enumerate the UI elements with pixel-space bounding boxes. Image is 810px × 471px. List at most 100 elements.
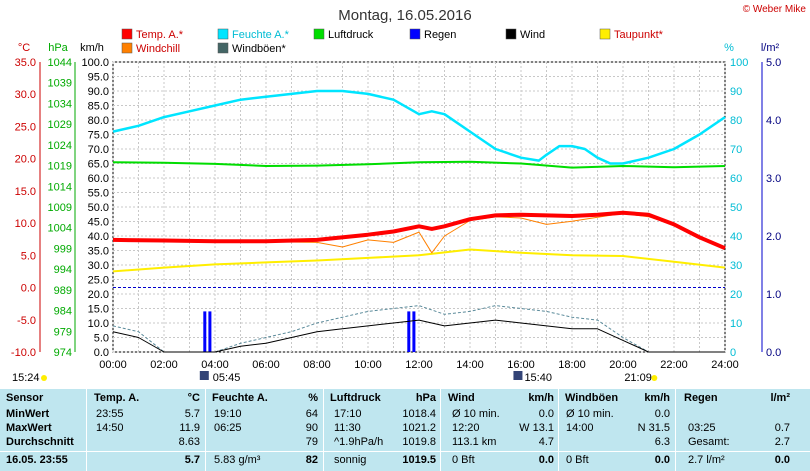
series-line-temp-a-: [112, 210, 726, 251]
wind-tick: 50.0: [88, 202, 109, 214]
wind-tick: 75.0: [88, 130, 109, 142]
pressure-tick: 1009: [48, 202, 72, 214]
legend-label: Wind: [520, 29, 545, 41]
temp-tick: 0.0: [21, 283, 36, 295]
x-tick-label: 04:00: [201, 359, 229, 371]
pressure-tick: 979: [54, 326, 72, 338]
temp-value: 8.63: [178, 436, 200, 448]
wind-tick: 30.0: [88, 260, 109, 272]
table-divider: [205, 389, 206, 471]
mid-icon: [513, 371, 523, 380]
wind-tick: 60.0: [88, 173, 109, 185]
rain-value: 0.7: [774, 422, 790, 434]
rain-bar: [208, 311, 212, 352]
header-rain-unit: l/m²: [770, 392, 790, 404]
x-tick-label: 16:00: [507, 359, 535, 371]
temp-tick: 10.0: [15, 218, 36, 230]
pressure-value: 1019.8: [402, 436, 436, 448]
header-gust: Windböen: [565, 392, 619, 404]
pressure-tick: 999: [54, 243, 72, 255]
wind-tick: 10.0: [88, 318, 109, 330]
temp-tick: 30.0: [15, 89, 36, 101]
pressure-time: 11:30: [334, 422, 361, 434]
pressure-time: 17:10: [334, 408, 362, 420]
wind-tick: 35.0: [88, 246, 109, 258]
rain-info: 03:25: [688, 422, 716, 434]
wind-value: 0.0: [538, 408, 554, 420]
humidity-tick: 80: [730, 115, 742, 127]
humidity-value: 82: [305, 454, 318, 466]
humidity-value: 90: [305, 422, 318, 434]
wind-tick: 20.0: [88, 289, 109, 301]
temp-time: 23:55: [96, 408, 124, 420]
legend-swatch: [121, 28, 133, 40]
humidity-unit-label: %: [724, 42, 734, 54]
legend-swatch: [599, 28, 611, 40]
humidity-tick: 60: [730, 173, 742, 185]
series-line-windb-en-: [112, 305, 725, 353]
temp-tick: -5.0: [17, 315, 36, 327]
legend-label: Taupunkt*: [614, 29, 664, 41]
temp-tick: -10.0: [11, 347, 36, 359]
header-wind-unit: km/h: [528, 392, 554, 404]
temp-unit-label: °C: [18, 42, 30, 54]
rain-bar: [203, 311, 207, 352]
humidity-time: 19:10: [214, 408, 242, 420]
rain-tick: 3.0: [766, 173, 781, 185]
wind-tick: 5.0: [94, 333, 109, 345]
pressure-time: sonnig: [334, 454, 367, 466]
sunset-dot: [651, 375, 658, 381]
temp-value: 5.7: [184, 454, 200, 466]
pressure-tick: 989: [54, 285, 72, 297]
x-tick-label: 08:00: [303, 359, 331, 371]
rain-tick: 1.0: [766, 289, 781, 301]
humidity-tick: 0: [730, 347, 736, 359]
wind-tick: 55.0: [88, 188, 109, 200]
pressure-tick: 984: [54, 306, 72, 318]
temp-value: 11.9: [179, 422, 200, 434]
humidity-time: 5.83 g/m³: [214, 454, 261, 466]
humidity-tick: 40: [730, 231, 742, 243]
humidity-tick: 50: [730, 202, 742, 214]
pressure-tick: 994: [54, 264, 72, 276]
gust-info: 14:00: [566, 422, 594, 434]
mid-time: 15:40: [524, 372, 552, 384]
legend-label: Feuchte A.*: [232, 29, 290, 41]
table-divider: [440, 389, 441, 471]
rain-unit-label: l/m²: [761, 42, 780, 54]
header-humidity-unit: %: [308, 392, 318, 404]
rain-tick: 5.0: [766, 57, 781, 69]
wind-info: 0 Bft: [452, 454, 475, 466]
credit-text: © Weber Mike: [743, 4, 807, 15]
header-gust-unit: km/h: [644, 392, 670, 404]
wind-tick: 45.0: [88, 217, 109, 229]
sunrise-time: 05:45: [213, 372, 241, 384]
wind-value: W 13.1: [519, 422, 554, 434]
pressure-tick: 1044: [48, 57, 72, 69]
header-humidity: Feuchte A.: [212, 392, 268, 404]
series-line-taupunkt-: [112, 248, 726, 273]
pressure-time: ^1.9hPa/h: [334, 436, 384, 448]
table-divider: [558, 389, 559, 471]
x-tick-label: 22:00: [660, 359, 688, 371]
sunset-time: 21:09: [624, 372, 652, 384]
humidity-tick: 20: [730, 289, 742, 301]
pressure-tick: 1039: [48, 78, 72, 90]
header-temp-unit: °C: [187, 392, 200, 404]
humidity-tick: 70: [730, 144, 742, 156]
header-temp: Temp. A.: [94, 392, 140, 404]
humidity-value: 79: [305, 436, 318, 448]
pressure-tick: 1029: [48, 119, 72, 131]
wind-info: 113.1 km: [452, 436, 497, 448]
temp-tick: 25.0: [15, 121, 36, 133]
sun-dot: [41, 375, 47, 381]
wind-tick: 70.0: [88, 144, 109, 156]
gust-info: 0 Bft: [566, 454, 589, 466]
gust-info: Ø 10 min.: [566, 408, 614, 420]
rain-tick: 2.0: [766, 231, 781, 243]
rain-info: Gesamt:: [688, 436, 730, 448]
sunrise-icon: [199, 371, 209, 380]
series-line-wind: [112, 319, 725, 353]
header-wind: Wind: [448, 392, 475, 404]
wind-tick: 90.0: [88, 86, 109, 98]
